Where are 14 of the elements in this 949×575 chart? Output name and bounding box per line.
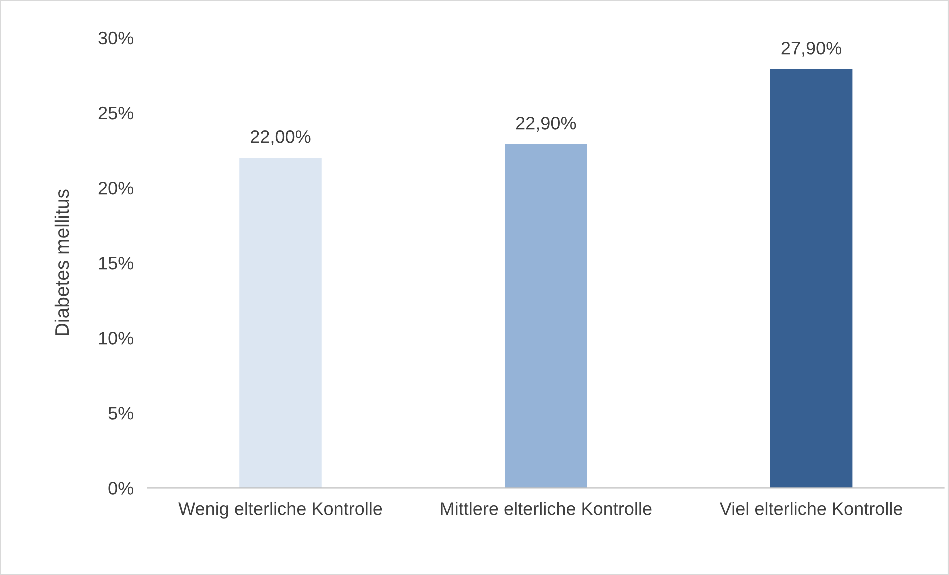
- y-tick-label: 15%: [99, 257, 134, 270]
- data-label: 22,00%: [251, 130, 311, 146]
- data-label: 27,90%: [782, 42, 842, 57]
- x-tick-label: Wenig elterliche Kontrolle: [178, 502, 382, 519]
- y-tick-label: 5%: [108, 407, 134, 420]
- y-tick-label: 30%: [98, 32, 134, 45]
- y-tick-label: 10%: [99, 332, 134, 345]
- data-label: 22,90%: [516, 117, 576, 132]
- x-tick-label: Mittlere elterliche Kontrolle: [441, 502, 652, 516]
- y-tick-label: 0%: [108, 482, 134, 495]
- y-tick-label: 20%: [98, 182, 134, 195]
- y-axis-title: Diabetes mellitus: [54, 190, 70, 336]
- y-tick-label: 25%: [98, 106, 134, 120]
- x-tick-label: Viel elterliche Kontrolle: [720, 502, 902, 516]
